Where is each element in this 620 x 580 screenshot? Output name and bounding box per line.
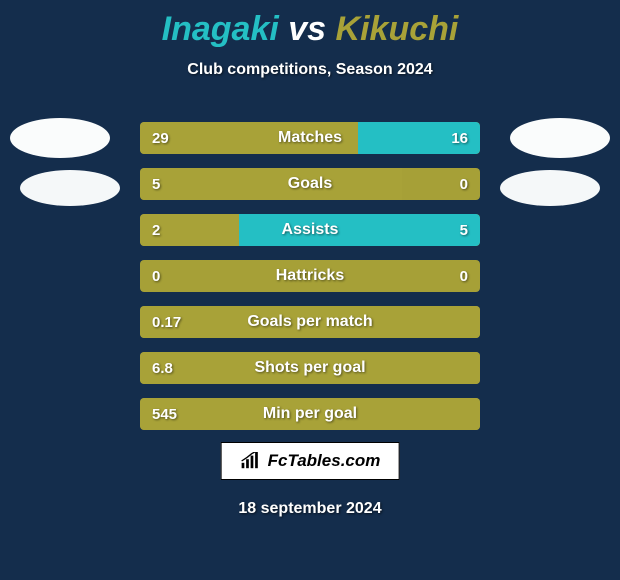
comparison-card: Inagaki vs Kikuchi Club competitions, Se… [0, 0, 620, 580]
stat-label: Goals per match [140, 306, 480, 338]
stat-row: 50Goals [140, 168, 480, 200]
stat-label: Matches [140, 122, 480, 154]
title-vs: vs [288, 10, 326, 48]
brand-badge: FcTables.com [221, 442, 400, 480]
stat-label: Assists [140, 214, 480, 246]
date-label: 18 september 2024 [0, 500, 620, 518]
stats-table: 2916Matches 50Goals 25Assists 00Hattricks 0.… [140, 122, 480, 444]
player2-club-badge [500, 170, 600, 206]
brand-label: FcTables.com [268, 451, 381, 471]
stat-label: Shots per goal [140, 352, 480, 384]
title-player2: Kikuchi [336, 10, 459, 48]
stat-row: 545Min per goal [140, 398, 480, 430]
stat-row: 6.8Shots per goal [140, 352, 480, 384]
player2-avatar [510, 118, 610, 158]
stat-label: Min per goal [140, 398, 480, 430]
stat-row: 25Assists [140, 214, 480, 246]
title-player1: Inagaki [162, 10, 279, 48]
stat-label: Goals [140, 168, 480, 200]
stat-row: 0.17Goals per match [140, 306, 480, 338]
subtitle: Club competitions, Season 2024 [0, 61, 620, 79]
page-title: Inagaki vs Kikuchi [0, 0, 620, 49]
player1-club-badge [20, 170, 120, 206]
stat-row: 00Hattricks [140, 260, 480, 292]
chart-icon [240, 452, 262, 470]
stat-row: 2916Matches [140, 122, 480, 154]
player1-avatar [10, 118, 110, 158]
stat-label: Hattricks [140, 260, 480, 292]
